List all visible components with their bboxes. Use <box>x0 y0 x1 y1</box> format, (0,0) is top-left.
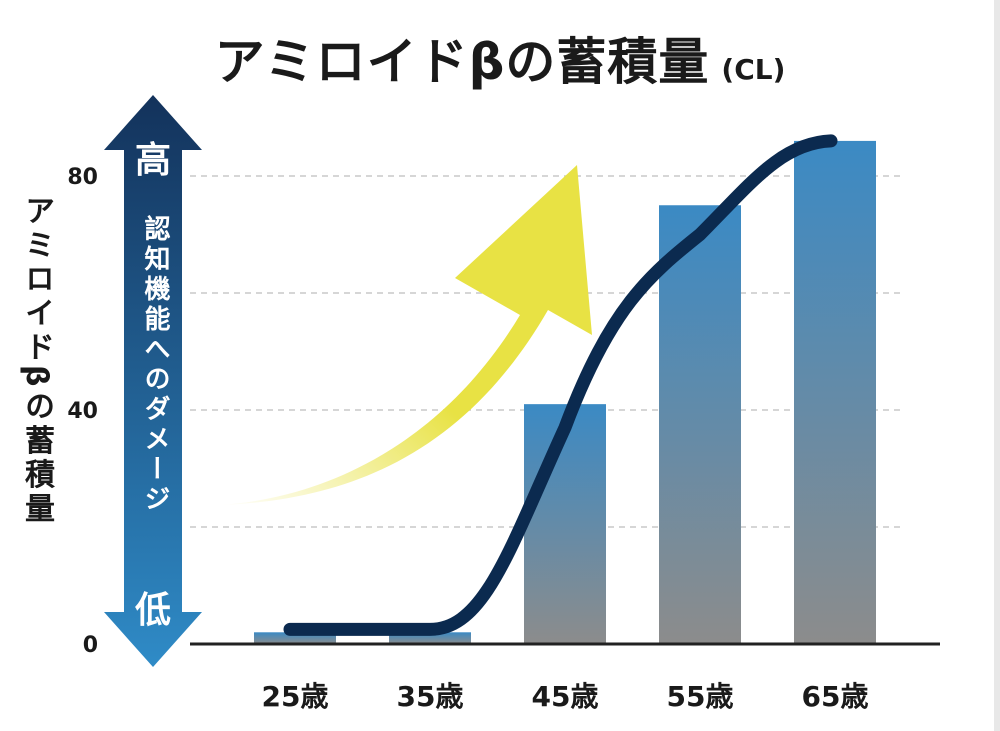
bar <box>389 632 471 644</box>
title-main: アミロイドβの蓄積量 <box>214 33 710 91</box>
rising-arrow-icon <box>220 165 592 505</box>
y-tick-label: 40 <box>67 399 98 424</box>
bars <box>254 140 876 644</box>
y-tick-label: 80 <box>67 165 98 190</box>
y-tick-label: 0 <box>83 633 98 658</box>
bar <box>524 404 606 644</box>
bar <box>254 632 336 644</box>
chart-title: アミロイドβの蓄積量 (CL) <box>0 22 1000 94</box>
x-tick-label: 45歳 <box>532 680 599 713</box>
title-unit: (CL) <box>721 53 786 86</box>
x-tick-labels: 25歳 35歳 45歳 55歳 65歳 <box>262 680 869 713</box>
x-tick-label: 55歳 <box>667 680 734 713</box>
x-tick-label: 25歳 <box>262 680 329 713</box>
arrow-top-label: 高 <box>135 140 171 181</box>
y-ticks: 0 40 80 <box>67 165 98 658</box>
x-tick-label: 35歳 <box>397 680 464 713</box>
damage-arrow-icon <box>104 95 202 667</box>
arrow-bottom-label: 低 <box>135 590 171 631</box>
bar <box>794 140 876 644</box>
y-axis-label: アミロイドβの蓄積量 <box>19 195 54 527</box>
bar <box>659 205 741 644</box>
x-tick-label: 65歳 <box>802 680 869 713</box>
page-edge <box>994 0 1000 731</box>
trend-line <box>283 134 838 636</box>
arrow-middle-text: 認知機能へのダメージ <box>140 214 170 515</box>
